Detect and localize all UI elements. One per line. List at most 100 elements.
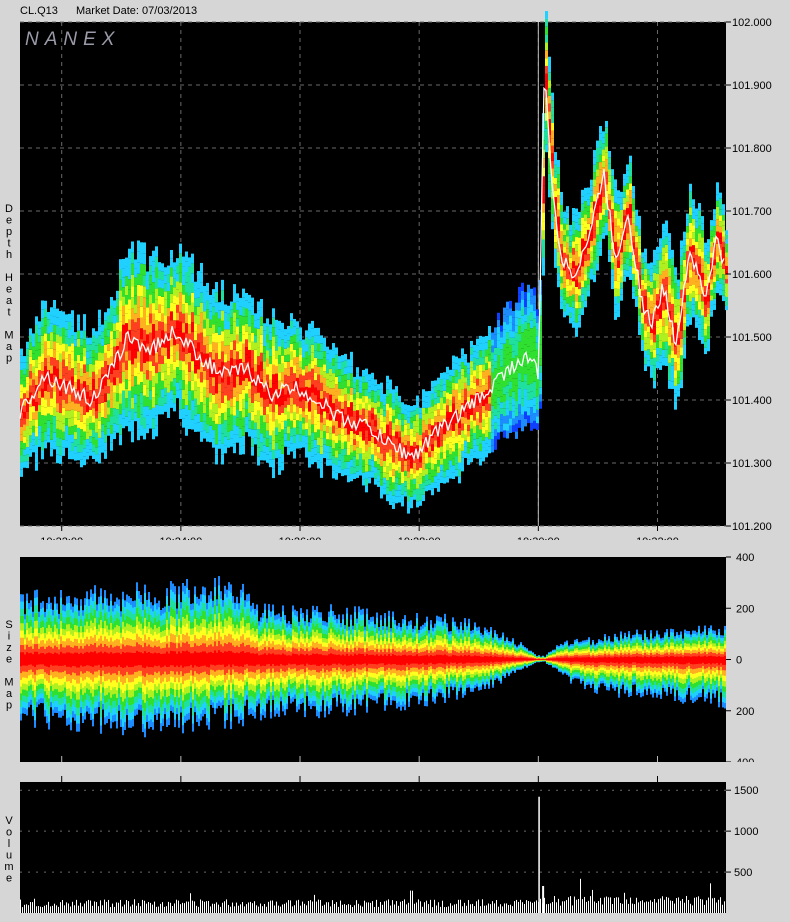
heat-cell (479, 386, 482, 394)
heat-cell (428, 468, 431, 474)
heat-cell (620, 282, 623, 289)
heat-cell (584, 260, 587, 268)
heat-cell (107, 365, 110, 373)
heat-cell (341, 449, 344, 456)
heat-cell (308, 355, 311, 364)
depth-label-char: t (7, 307, 10, 319)
heat-cell (560, 289, 563, 297)
heat-cell (269, 451, 272, 460)
heat-cell (482, 405, 485, 413)
heat-cell (344, 407, 347, 415)
heat-cell (143, 308, 146, 320)
heat-cell (290, 366, 293, 375)
heat-cell (665, 244, 668, 253)
heat-cell (86, 398, 89, 406)
heat-cell (464, 359, 467, 366)
heat-cell (209, 376, 212, 385)
heat-cell (431, 387, 434, 394)
heat-cell (290, 413, 293, 421)
heat-cell (92, 415, 95, 423)
heat-cell (581, 189, 584, 197)
heat-cell (503, 423, 506, 431)
heat-cell (278, 440, 281, 450)
heat-cell (152, 324, 155, 335)
heat-cell (287, 376, 290, 384)
heat-cell (665, 349, 668, 358)
heat-cell (446, 411, 449, 419)
heat-cell (371, 413, 374, 420)
heat-cell (512, 418, 515, 426)
heat-cell (320, 335, 323, 344)
heat-cell (626, 220, 629, 227)
heat-cell (140, 285, 143, 297)
heat-cell (527, 307, 530, 316)
heat-cell (371, 431, 374, 437)
heat-cell (101, 360, 104, 368)
heat-cell (83, 414, 86, 424)
heat-cell (560, 231, 563, 238)
heat-cell (167, 384, 170, 393)
heat-cell (218, 440, 221, 449)
heat-cell (365, 396, 368, 403)
heat-cell (197, 288, 200, 298)
heat-cell (518, 420, 521, 428)
heat-cell (674, 275, 677, 284)
heat-cell (71, 376, 74, 385)
heat-cell (719, 221, 722, 227)
heat-cell (245, 354, 248, 363)
heat-cell (641, 274, 644, 280)
heat-cell (470, 435, 473, 442)
heat-cell (509, 359, 512, 367)
heat-cell (26, 447, 29, 455)
heat-cell (488, 354, 491, 362)
heat-cell (26, 362, 29, 370)
heat-cell (353, 439, 356, 445)
heat-cell (251, 323, 254, 333)
heat-cell (473, 451, 476, 459)
size-band (44, 654, 46, 666)
heat-cell (518, 388, 521, 397)
heat-cell (26, 411, 29, 419)
heat-cell (236, 434, 239, 443)
heat-cell (680, 371, 683, 380)
heat-cell (29, 328, 32, 336)
heat-cell (566, 224, 569, 231)
size-band (90, 651, 92, 667)
heat-cell (65, 440, 68, 448)
heat-cell (557, 209, 560, 217)
heat-cell (416, 494, 419, 502)
heat-cell (560, 204, 563, 212)
heat-cell (29, 335, 32, 343)
heat-cell (494, 415, 497, 423)
heat-cell (566, 212, 569, 219)
heat-cell (293, 380, 296, 389)
heat-cell (524, 299, 527, 307)
heat-cell (452, 396, 455, 404)
heat-cell (713, 209, 716, 215)
heat-cell (290, 313, 293, 321)
heat-cell (365, 464, 368, 472)
heat-cell (428, 457, 431, 463)
heat-cell (155, 351, 158, 363)
heat-cell (500, 384, 503, 391)
heat-cell (56, 454, 59, 464)
heat-cell (47, 391, 50, 399)
heat-cell (599, 133, 602, 141)
heat-cell (77, 444, 80, 453)
heat-cell (479, 415, 482, 423)
heat-cell (716, 225, 719, 232)
heat-cell (545, 11, 548, 19)
heat-cell (614, 179, 617, 188)
heat-cell (506, 385, 509, 393)
heat-cell (563, 229, 566, 236)
heat-cell (512, 378, 515, 385)
heat-cell (155, 246, 158, 257)
heat-cell (548, 166, 551, 174)
heat-cell (479, 350, 482, 358)
heat-cell (203, 345, 206, 354)
heat-cell (485, 423, 488, 431)
heat-cell (647, 286, 650, 292)
heat-cell (248, 405, 251, 413)
heat-cell (368, 453, 371, 460)
heat-cell (89, 416, 92, 423)
